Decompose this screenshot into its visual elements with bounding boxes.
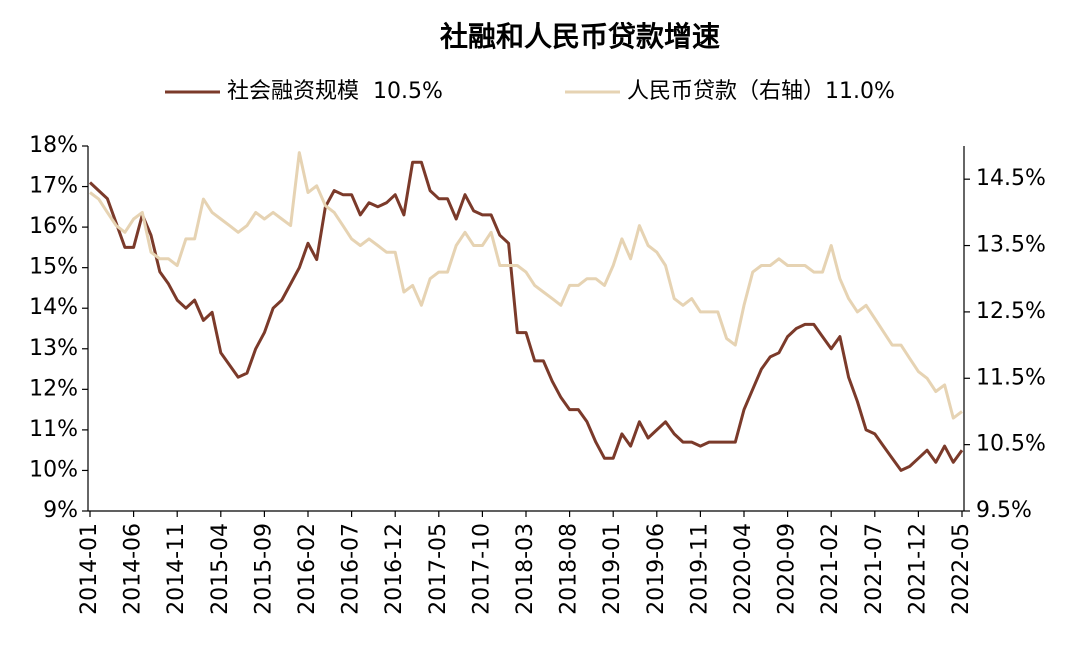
- y-tick-label: 18%: [29, 133, 78, 158]
- x-tick-label: 2019-01: [600, 523, 625, 615]
- series-line: [89, 151, 963, 420]
- y-tick-label: 9%: [43, 498, 78, 523]
- x-tick-label: 2022-05: [949, 523, 974, 615]
- x-tick-label: 2016-07: [339, 523, 364, 615]
- x-tick-label: 2020-04: [731, 523, 756, 615]
- x-tick-label: 2021-12: [905, 523, 930, 615]
- y-tick-label: 10%: [29, 457, 78, 482]
- y-tick-label: 15%: [29, 255, 78, 280]
- x-tick-label: 2014-06: [121, 523, 146, 615]
- y2-tick-label: 9.5%: [976, 498, 1032, 523]
- x-tick-label: 2017-05: [426, 523, 451, 615]
- x-tick-label: 2014-01: [77, 523, 102, 615]
- x-tick-label: 2014-11: [164, 523, 189, 615]
- y-tick-label: 11%: [29, 417, 78, 442]
- x-tick-label: 2019-11: [687, 523, 712, 615]
- x-tick-label: 2020-09: [775, 523, 800, 615]
- x-tick-label: 2018-03: [513, 523, 538, 615]
- y2-tick-label: 12.5%: [976, 299, 1046, 324]
- x-tick-label: 2021-07: [862, 523, 887, 615]
- x-tick-label: 2017-10: [469, 523, 494, 615]
- x-tick-label: 2019-06: [644, 523, 669, 615]
- legend-label: 人民币贷款（右轴）11.0%: [627, 79, 895, 104]
- y-tick-label: 16%: [29, 214, 78, 239]
- y2-tick-label: 10.5%: [976, 432, 1046, 457]
- chart-title: 社融和人民币贷款增速: [440, 20, 720, 53]
- y-tick-label: 12%: [29, 376, 78, 401]
- y-tick-label: 14%: [29, 295, 78, 320]
- y2-tick-label: 14.5%: [976, 166, 1046, 191]
- y-tick-label: 13%: [29, 336, 78, 361]
- x-tick-label: 2015-04: [208, 523, 233, 615]
- y-tick-label: 17%: [29, 174, 78, 199]
- y2-tick-label: 11.5%: [976, 365, 1046, 390]
- x-tick-label: 2018-08: [557, 523, 582, 615]
- y2-tick-label: 13.5%: [976, 233, 1046, 258]
- legend-label: 社会融资规模 10.5%: [227, 79, 443, 104]
- x-tick-label: 2015-09: [251, 523, 276, 615]
- x-tick-label: 2016-12: [382, 523, 407, 615]
- x-tick-label: 2016-02: [295, 523, 320, 615]
- series-line: [88, 160, 964, 472]
- x-tick-label: 2021-02: [818, 523, 843, 615]
